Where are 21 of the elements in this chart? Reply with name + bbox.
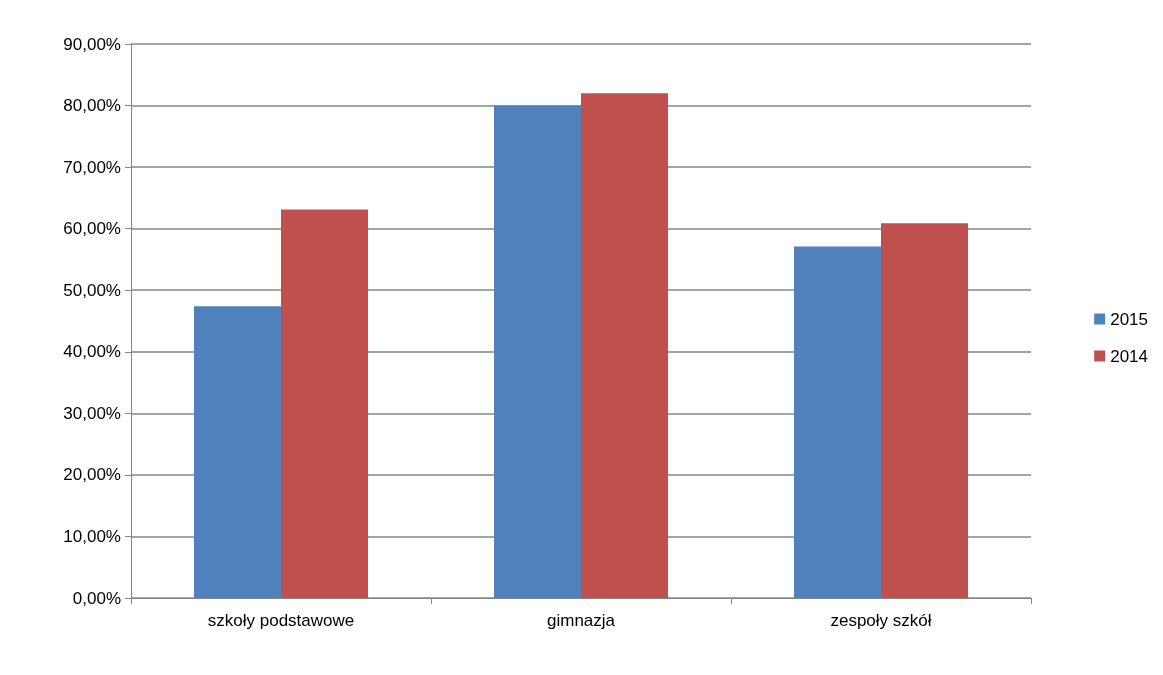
y-tick-label: 50,00% [63, 280, 121, 300]
x-tick-label: zespoły szkół [830, 611, 932, 630]
y-tick-label: 30,00% [63, 403, 121, 423]
y-tick-label: 80,00% [63, 96, 121, 116]
x-tick-label: szkoły podstawowe [207, 611, 355, 630]
y-tick-label: 10,00% [63, 526, 121, 546]
y-tick-label: 20,00% [63, 465, 121, 485]
y-tick-label: 90,00% [63, 34, 121, 54]
bar [494, 105, 581, 598]
bar [881, 223, 968, 598]
bar [581, 93, 668, 598]
y-tick-label: 60,00% [63, 219, 121, 239]
legend-label: 2014 [1110, 346, 1149, 366]
legend-label: 2015 [1110, 309, 1149, 329]
x-tick-label: gimnazja [546, 611, 616, 630]
y-tick-label: 0,00% [72, 588, 121, 608]
bar [794, 246, 881, 598]
y-tick-label: 40,00% [63, 342, 121, 362]
y-tick-label: 70,00% [63, 157, 121, 177]
bar [194, 306, 281, 598]
bar [281, 209, 368, 598]
